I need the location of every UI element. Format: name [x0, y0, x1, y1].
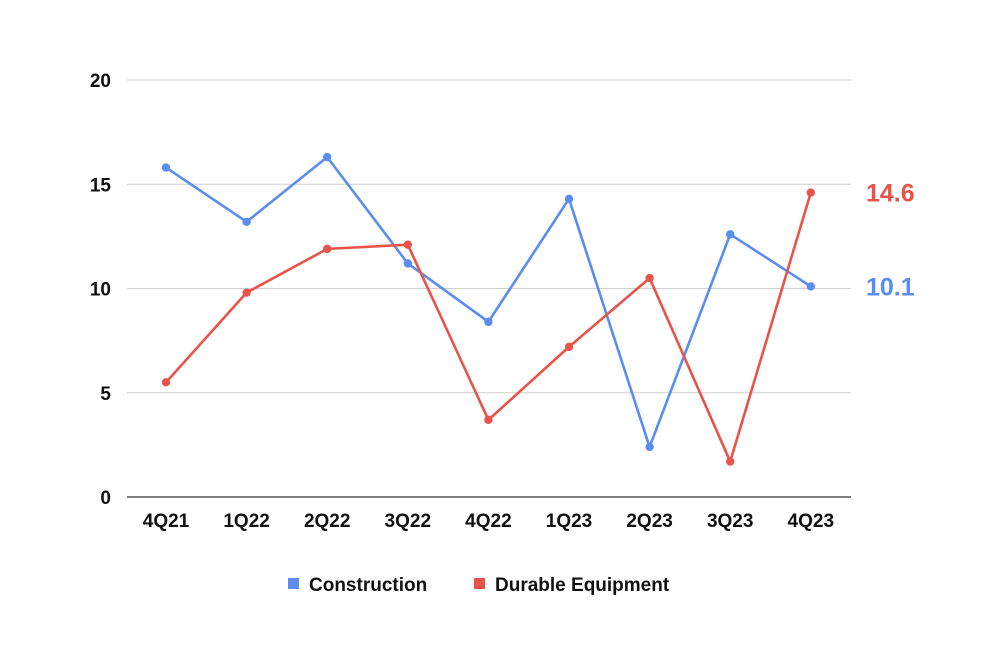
data-point [242, 288, 251, 297]
x-tick-label: 1Q22 [223, 511, 269, 532]
data-point [726, 457, 735, 466]
legend-label: Construction [309, 575, 427, 596]
legend-item: Construction [288, 575, 427, 596]
data-point [403, 240, 412, 249]
series [161, 152, 815, 466]
legend: Construction Durable Equipment [288, 575, 670, 596]
data-point [484, 415, 493, 425]
y-tick-label: 10 [90, 280, 111, 301]
data-point [161, 163, 171, 172]
end-value-label: 10.1 [866, 273, 915, 301]
data-point [806, 282, 815, 291]
x-tick-label: 2Q23 [626, 511, 672, 532]
series-construction [161, 152, 815, 452]
y-tick-label: 0 [100, 488, 111, 509]
data-point [564, 342, 574, 352]
x-tick-label: 3Q22 [385, 511, 431, 532]
x-tick-label: 4Q23 [788, 511, 834, 532]
y-tick-label: 20 [90, 71, 111, 92]
data-point [323, 152, 332, 162]
data-point [161, 378, 171, 387]
data-point [806, 188, 815, 197]
data-point [564, 194, 574, 204]
x-tick-label: 4Q22 [465, 511, 511, 532]
data-point [323, 244, 332, 254]
data-point [645, 273, 654, 283]
x-tick-label: 1Q23 [546, 511, 592, 532]
data-point [403, 259, 412, 268]
data-point [484, 317, 493, 327]
end-value-label: 14.6 [866, 180, 915, 208]
legend-label: Durable Equipment [495, 575, 670, 596]
data-point [645, 442, 654, 452]
x-tick-label: 4Q21 [143, 511, 190, 532]
legend-item: Durable Equipment [474, 575, 670, 596]
data-point [726, 230, 735, 239]
y-tick-label: 15 [90, 175, 112, 196]
data-point [242, 217, 251, 226]
x-axis-ticks: 4Q21 1Q22 2Q22 3Q22 4Q22 1Q23 2Q23 3Q23 4Q23 [143, 511, 834, 532]
gridlines [127, 79, 851, 498]
series-line [164, 155, 813, 449]
end-labels: 10.1 14.6 [866, 180, 915, 302]
series-durable-equipment [161, 188, 815, 466]
x-tick-label: 3Q23 [707, 511, 753, 532]
legend-swatch [474, 578, 485, 589]
x-tick-label: 2Q22 [304, 511, 350, 532]
legend-swatch [288, 578, 299, 589]
y-axis-ticks: 0 5 10 15 20 [90, 71, 112, 509]
y-tick-label: 5 [100, 384, 111, 405]
